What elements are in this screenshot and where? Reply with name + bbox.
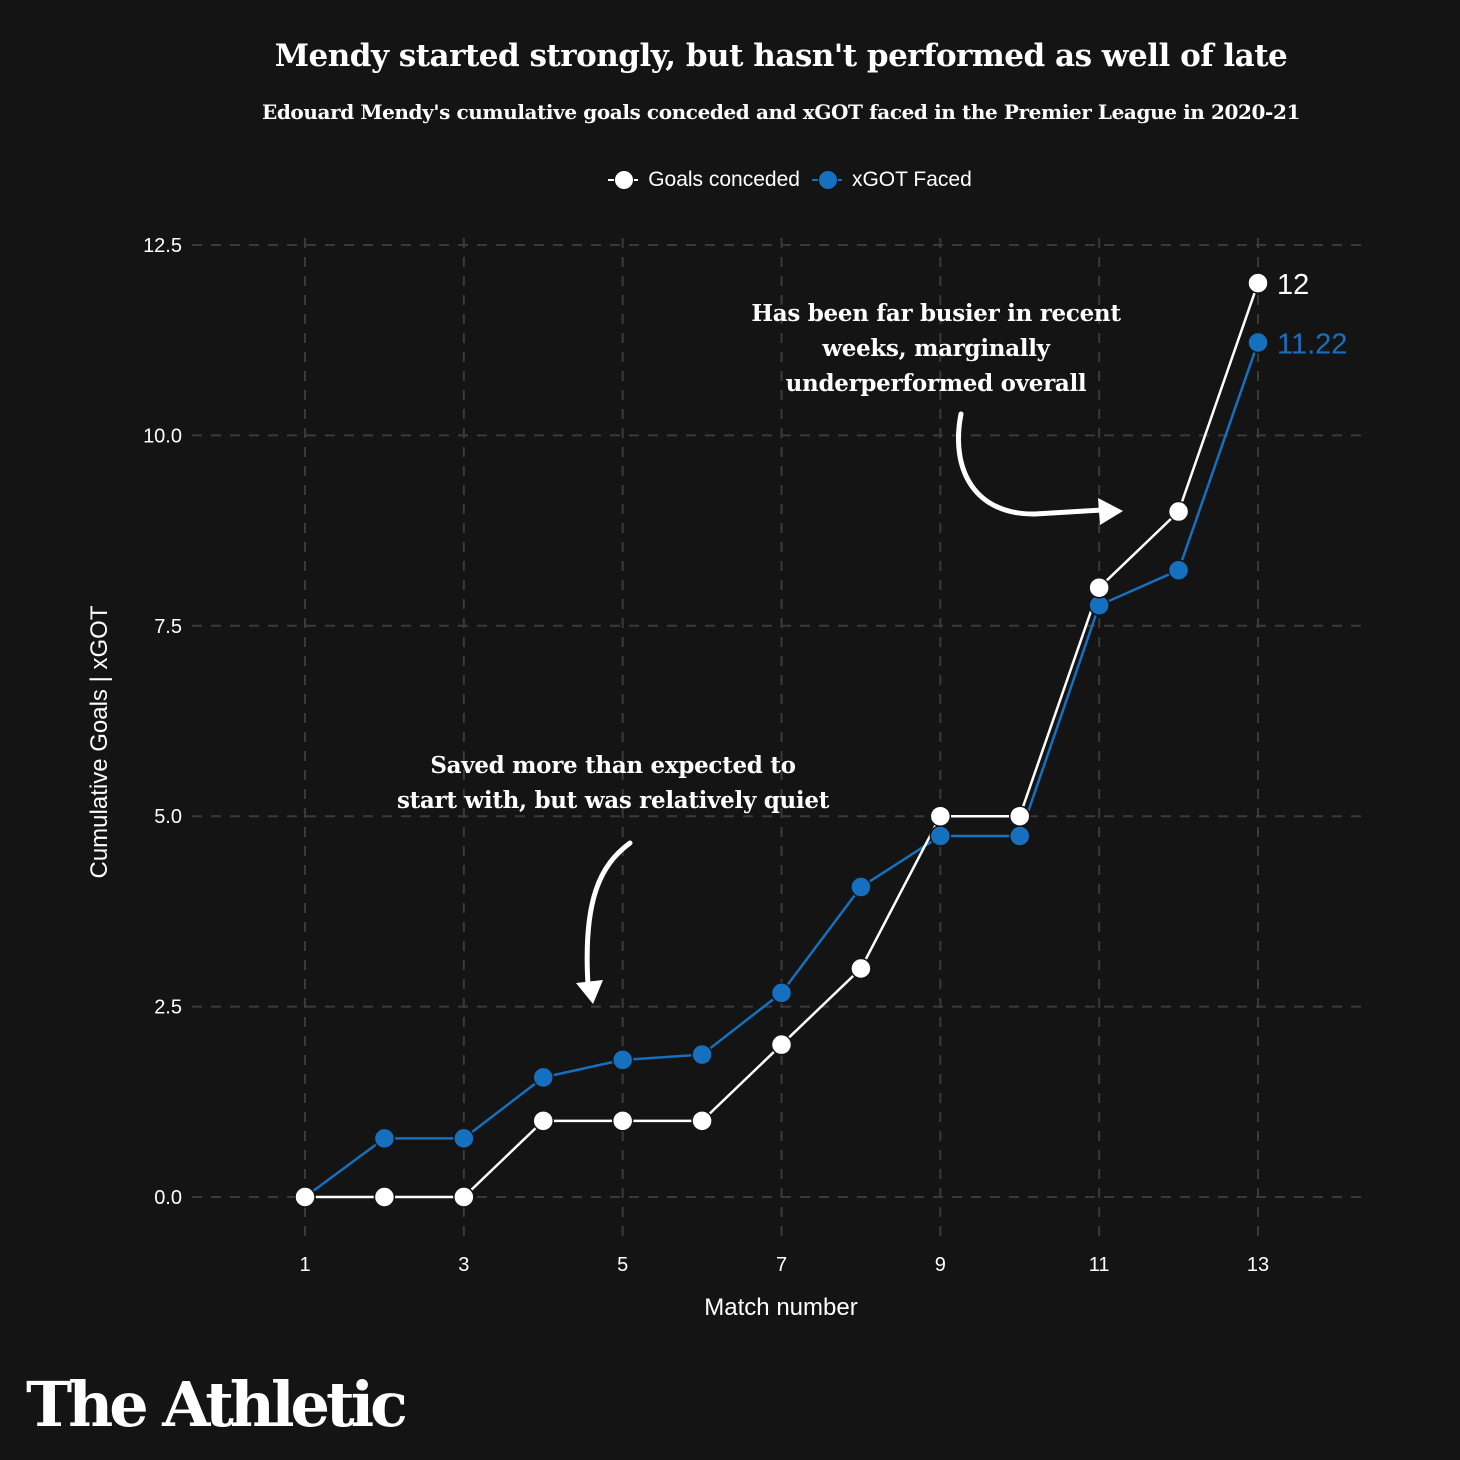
data-point-goals-conceded (532, 1110, 554, 1132)
chart-title: Mendy started strongly, but hasn't perfo… (274, 38, 1288, 74)
legend-label: xGOT Faced (851, 168, 972, 191)
y-tick-label: 10.0 (143, 425, 182, 447)
legend: Goals conceded xGOT Faced (0, 168, 1460, 192)
data-point-goals-conceded (453, 1186, 475, 1208)
data-point-goals-conceded (1009, 805, 1031, 827)
y-tick-label: 0.0 (154, 1187, 182, 1209)
data-point-xgot-faced (373, 1127, 396, 1150)
data-point-xgot-faced (850, 876, 872, 898)
the-athletic-logo: The Athletic (26, 1368, 408, 1441)
data-point-xgot-faced (1009, 825, 1031, 847)
data-point-goals-conceded (373, 1186, 396, 1208)
data-point-goals-conceded (294, 1186, 316, 1208)
y-axis-label: Cumulative Goals | xGOT (86, 605, 113, 879)
data-point-goals-conceded (1088, 576, 1110, 599)
data-point-xgot-faced (1167, 559, 1190, 581)
data-point-xgot-faced (532, 1066, 554, 1089)
x-tick-label: 13 (1247, 1254, 1269, 1276)
data-point-goals-conceded (691, 1110, 713, 1132)
legend-label: Goals conceded (648, 168, 800, 191)
annotation-top: Has been far busier in recent weeks, mar… (726, 296, 1146, 401)
annotation-arrow-bottom (576, 840, 633, 1004)
blue-circle-icon (811, 170, 842, 190)
x-tick-label: 3 (458, 1254, 469, 1276)
annotation-bottom: Saved more than expected to start with, … (373, 748, 853, 818)
data-point-goals-conceded (1247, 272, 1269, 294)
data-point-xgot-faced (770, 982, 793, 1004)
x-tick-label: 11 (1089, 1254, 1110, 1276)
data-point-xgot-faced (1247, 331, 1269, 354)
annotation-arrow-top (955, 411, 1123, 525)
end-labels: 12 11.22 (1277, 269, 1347, 360)
y-tick-label: 7.5 (154, 616, 182, 638)
annotation-line: Saved more than expected to (430, 752, 796, 779)
x-tick-label: 7 (776, 1254, 787, 1276)
x-tick-label: 5 (617, 1254, 628, 1276)
data-point-xgot-faced (929, 825, 952, 847)
annotation-line: Has been far busier in recent (751, 300, 1121, 327)
y-tick-label: 5.0 (154, 806, 182, 828)
x-axis-label: Match number (704, 1294, 858, 1321)
legend-item-xgot-faced: xGOT Faced (811, 168, 972, 192)
annotation-arrows (576, 411, 1123, 1004)
y-axis-ticks: 0.0 2.5 5.0 7.5 10.0 12.5 (143, 235, 182, 1209)
data-point-goals-conceded (929, 805, 952, 827)
series-layer (294, 272, 1269, 1208)
data-point-xgot-faced (691, 1043, 713, 1066)
data-point-xgot-faced (611, 1049, 634, 1071)
x-tick-label: 9 (935, 1254, 946, 1276)
data-point-goals-conceded (1167, 500, 1190, 523)
annotation-line: underperformed overall (785, 370, 1087, 397)
y-tick-label: 2.5 (154, 997, 182, 1019)
annotation-line: start with, but was relatively quiet (396, 787, 830, 814)
gridlines (192, 238, 1370, 1242)
y-tick-label: 12.5 (143, 235, 182, 257)
x-tick-label: 1 (299, 1254, 310, 1276)
data-point-xgot-faced (453, 1127, 475, 1150)
annotation-line: weeks, marginally (822, 335, 1050, 362)
data-point-goals-conceded (770, 1033, 793, 1056)
end-value-label: 11.22 (1277, 328, 1347, 360)
white-circle-icon (608, 170, 639, 190)
legend-item-goals-conceded: Goals conceded (608, 168, 800, 192)
x-axis-ticks: 1 3 5 7 9 11 13 (299, 1254, 1269, 1276)
end-value-label: 12 (1277, 269, 1309, 301)
chart-subtitle: Edouard Mendy's cumulative goals concede… (262, 100, 1300, 124)
data-point-goals-conceded (850, 957, 872, 980)
data-point-goals-conceded (611, 1110, 634, 1132)
